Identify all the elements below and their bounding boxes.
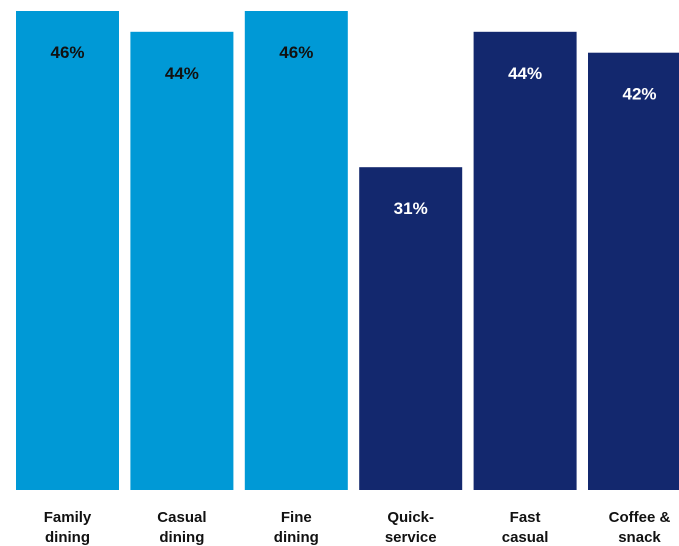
bar-value-label-2: 44% (165, 64, 199, 83)
category-label-4-line-2: service (385, 529, 437, 546)
category-label-2-line-1: Casual (157, 509, 206, 526)
bar-value-label-3: 46% (279, 43, 313, 62)
category-label-5-line-1: Fast (510, 509, 541, 526)
value-labels-group: 46% 44% 46% 31% 44% 42% (50, 43, 656, 218)
bar-value-label-1: 46% (50, 43, 84, 62)
category-label-1-line-1: Family (44, 509, 92, 526)
bar-1 (16, 11, 119, 490)
category-label-1-line-2: dining (45, 529, 90, 546)
bar-4 (359, 167, 463, 490)
bar-5 (473, 31, 577, 491)
bar-2 (130, 31, 234, 491)
category-label-4-line-1: Quick- (387, 509, 434, 526)
bar-value-label-5: 44% (508, 64, 542, 83)
category-label-6-line-2: snack (618, 529, 661, 546)
category-label-2-line-2: dining (159, 529, 204, 546)
category-label-6-line-1: Coffee & (609, 509, 671, 526)
bar-6 (588, 52, 679, 490)
bar-3 (244, 11, 348, 490)
category-labels-group: Family dining Casual dining Fine dining Quick-… (44, 509, 671, 546)
bars-group (16, 11, 679, 491)
category-label-3-line-1: Fine (281, 509, 312, 526)
bar-value-label-6: 42% (622, 85, 656, 104)
bar-value-label-4: 31% (394, 199, 428, 218)
category-label-5-line-2: casual (502, 529, 549, 546)
category-label-3-line-2: dining (274, 529, 319, 546)
